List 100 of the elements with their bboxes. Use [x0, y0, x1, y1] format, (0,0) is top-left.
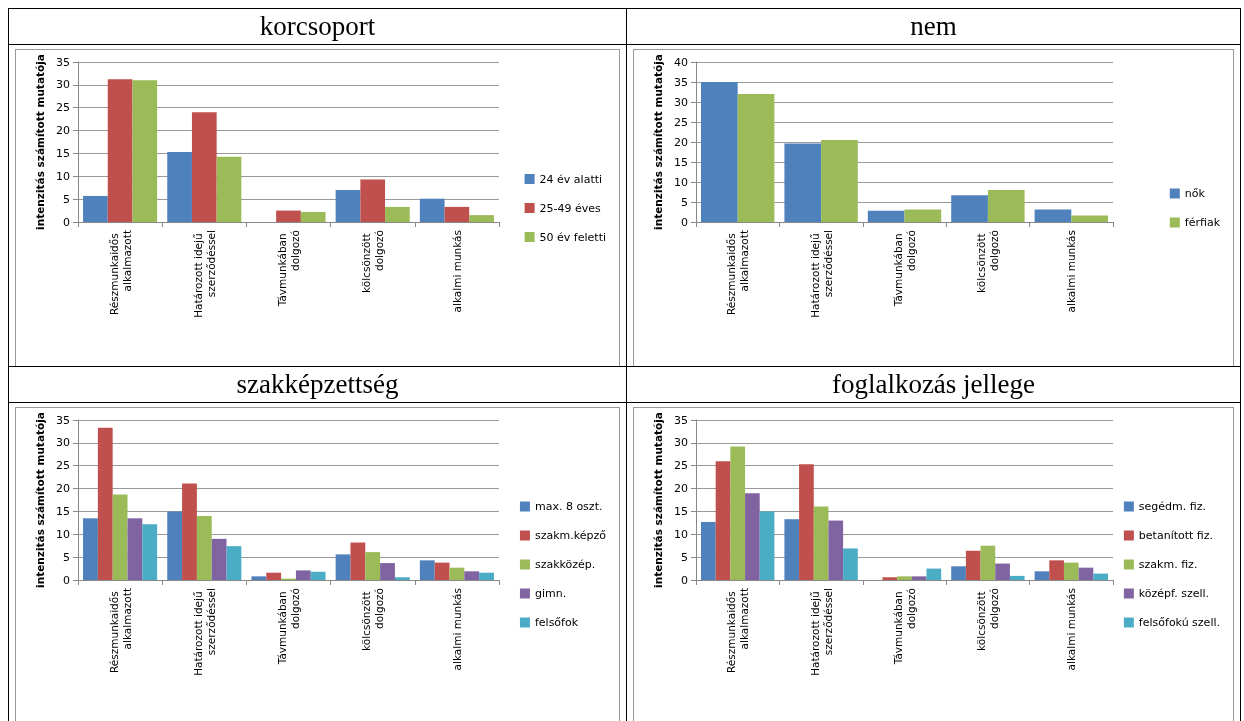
y-tick-label: 25: [674, 115, 688, 129]
x-tick-label: Részmunkaidős alkalmazott: [107, 230, 133, 315]
bar: [132, 80, 158, 222]
bar: [182, 483, 197, 580]
y-tick-label: 20: [674, 135, 688, 149]
bar: [83, 195, 108, 222]
x-tick-label: alkalmi munkás: [1065, 230, 1078, 313]
bar: [737, 94, 775, 222]
bar: [83, 518, 98, 580]
bar: [196, 516, 212, 580]
y-tick-label: 35: [674, 413, 688, 427]
bar: [167, 152, 192, 222]
x-tick-label: Távmunkában dolgozó: [276, 588, 301, 666]
bar: [843, 548, 858, 580]
y-tick-label: 25: [674, 459, 688, 473]
bar: [385, 206, 410, 222]
chart-title: foglalkozás jellege: [627, 367, 1241, 403]
legend-label: szakm. fiz.: [1138, 558, 1198, 571]
y-tick-label: 0: [63, 573, 70, 587]
legend-label: 50 év feletti: [539, 230, 607, 244]
y-tick-label: 35: [56, 413, 70, 427]
bar: [276, 210, 301, 222]
x-tick-label: Határozott idejű szerződéssel: [191, 588, 217, 676]
bar: [995, 563, 1010, 580]
y-tick-label: 10: [674, 175, 688, 189]
y-tick-label: 10: [674, 527, 688, 541]
legend-label: középf. szell.: [1138, 587, 1210, 600]
x-tick-label: kölcsönzött dolgozó: [360, 230, 386, 293]
bar: [226, 546, 242, 580]
bar: [951, 566, 966, 580]
bar: [350, 542, 366, 580]
y-axis-title: intenzitás számított mutatója: [651, 54, 664, 230]
y-axis-title: intenzitás számított mutatója: [33, 412, 46, 588]
bar: [821, 140, 858, 222]
bar: [904, 209, 942, 222]
legend-label: férfiak: [1184, 216, 1221, 229]
bar: [911, 576, 927, 580]
y-tick-label: 25: [56, 101, 70, 115]
bar: [365, 552, 381, 580]
legend-label: gimn.: [534, 587, 567, 600]
bar: [926, 568, 942, 580]
bar: [1093, 573, 1108, 580]
bar: [380, 563, 395, 580]
bar: [1063, 562, 1079, 580]
x-tick-label: Távmunkában dolgozó: [892, 588, 917, 666]
y-tick-label: 15: [674, 504, 688, 518]
x-tick-label: Távmunkában dolgozó: [892, 230, 917, 308]
legend-label: szakközép.: [534, 558, 596, 571]
bar: [813, 506, 829, 580]
bar: [419, 560, 435, 580]
bar: [112, 494, 128, 580]
bar: [360, 179, 386, 222]
x-tick-label: Határozott idejű szerződéssel: [808, 230, 834, 318]
x-tick-label: kölcsönzött dolgozó: [975, 588, 1001, 651]
y-tick-label: 15: [674, 155, 688, 169]
x-tick-label: alkalmi munkás: [1065, 588, 1078, 671]
legend-label: szakm.képző: [534, 529, 607, 542]
legend-label: felsőfokú szell.: [1138, 616, 1221, 629]
bar: [730, 446, 746, 580]
y-tick-label: 5: [681, 195, 688, 209]
legend-label: felsőfok: [534, 616, 579, 629]
bar: [211, 538, 227, 580]
y-tick-label: 30: [674, 436, 688, 450]
bar: [300, 211, 326, 222]
x-tick-label: Határozott idejű szerződéssel: [808, 588, 834, 676]
y-tick-label: 20: [674, 482, 688, 496]
bar: [1009, 575, 1025, 580]
y-axis-title: intenzitás számított mutatója: [33, 54, 46, 230]
bar: [107, 79, 133, 222]
bar: [882, 577, 898, 580]
bar: [828, 520, 844, 580]
y-tick-label: 10: [56, 169, 70, 183]
y-tick-label: 35: [56, 55, 70, 69]
y-tick-label: 15: [56, 504, 70, 518]
bar: [701, 82, 738, 222]
legend-label: max. 8 oszt.: [534, 500, 603, 513]
bar: [951, 195, 988, 222]
bar: [980, 545, 996, 580]
bar: [965, 550, 981, 580]
bar: [97, 427, 113, 580]
x-tick-label: Részmunkaidős alkalmazott: [725, 588, 751, 673]
y-tick-label: 10: [56, 527, 70, 541]
bar: [759, 511, 775, 580]
x-tick-label: Távmunkában dolgozó: [276, 230, 301, 308]
bar: [1034, 571, 1050, 580]
bar: [295, 570, 311, 580]
bar: [867, 210, 905, 222]
y-tick-label: 30: [674, 95, 688, 109]
x-tick-label: Részmunkaidős alkalmazott: [107, 588, 133, 673]
bar: [799, 464, 814, 580]
y-tick-label: 30: [56, 436, 70, 450]
bar: [784, 519, 800, 580]
bar: [127, 518, 143, 580]
bar: [251, 576, 267, 580]
bar: [784, 143, 822, 222]
legend-label: segédm. fiz.: [1138, 500, 1206, 513]
legend-label: betanított fiz.: [1138, 529, 1214, 542]
x-tick-label: alkalmi munkás: [450, 588, 463, 671]
x-tick-label: kölcsönzött dolgozó: [975, 230, 1001, 293]
y-tick-label: 0: [63, 215, 70, 229]
